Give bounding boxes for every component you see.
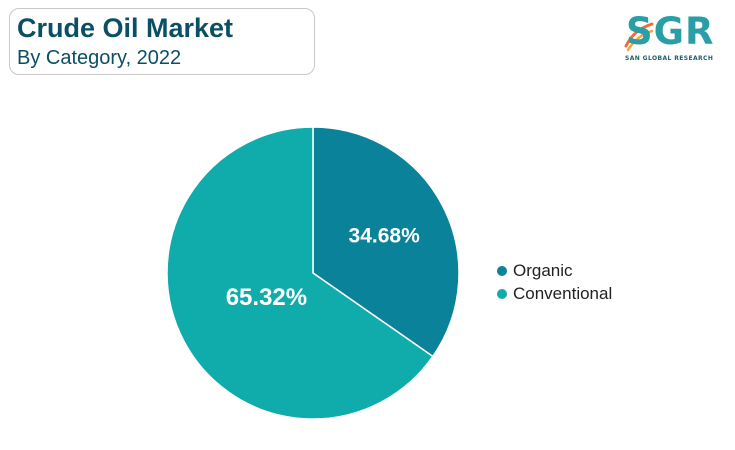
logo-letters: SGR bbox=[626, 10, 715, 53]
chart-title-box: Crude Oil Market By Category, 2022 bbox=[9, 8, 315, 75]
legend-label-organic: Organic bbox=[513, 260, 573, 280]
chart-title: Crude Oil Market bbox=[17, 13, 234, 43]
pie-slice-conventional bbox=[166, 126, 434, 420]
logo-tagline: SAN GLOBAL RESEARCH bbox=[625, 55, 714, 62]
logo-swoosh-icon bbox=[624, 22, 654, 52]
chart-legend: Organic Conventional bbox=[497, 259, 612, 305]
slice-label-conventional: 65.32% bbox=[226, 284, 307, 311]
sgr-logo: SGR SAN GLOBAL RESEARCH bbox=[620, 10, 725, 66]
slice-label-organic: 34.68% bbox=[349, 224, 421, 247]
chart-subtitle: By Category, 2022 bbox=[17, 47, 182, 69]
legend-swatch-organic bbox=[497, 265, 507, 276]
pie-slice-organic bbox=[312, 126, 460, 358]
legend-swatch-conventional bbox=[497, 288, 507, 299]
legend-item-organic: Organic bbox=[497, 259, 612, 282]
legend-label-conventional: Conventional bbox=[513, 283, 613, 303]
legend-item-conventional: Conventional bbox=[497, 282, 612, 305]
